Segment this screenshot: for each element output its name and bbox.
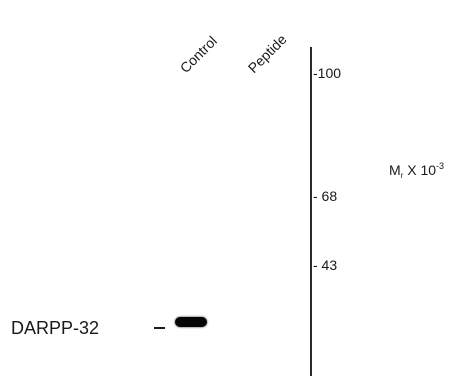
protein-label: DARPP-32: [11, 318, 100, 338]
lane-label-control: Control: [176, 32, 220, 76]
mr-prefix: M: [389, 162, 401, 178]
mr-subscript: r: [400, 171, 404, 180]
protein-band-control: [175, 317, 207, 327]
marker-100: -100: [313, 65, 342, 81]
mr-superscript: -3: [436, 161, 445, 171]
molecular-weight-unit-label: Mr X 10-3: [389, 158, 444, 184]
lane-label-peptide: Peptide: [244, 31, 290, 76]
band-indicator-dash: [154, 327, 165, 329]
marker-43: - 43: [313, 257, 338, 273]
molecular-weight-axis: [310, 47, 312, 376]
mr-middle: X 10: [403, 162, 437, 178]
marker-68: - 68: [313, 188, 338, 204]
